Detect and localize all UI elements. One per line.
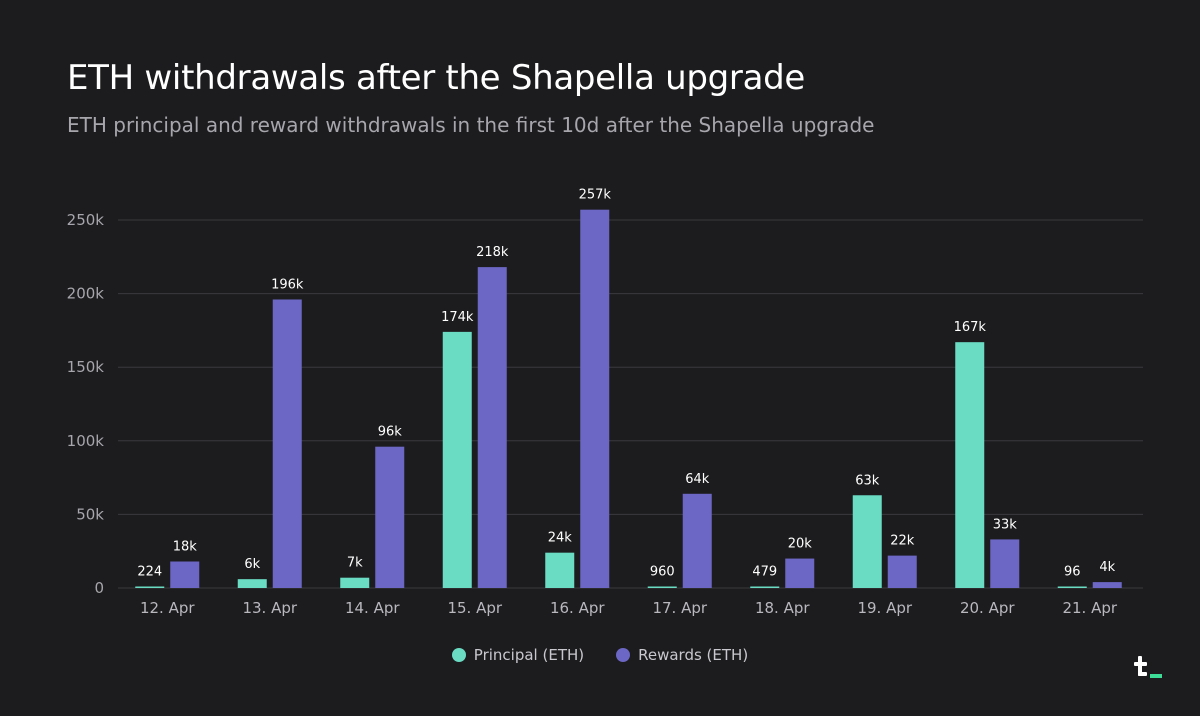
rewards-bar[interactable] bbox=[272, 299, 302, 588]
principal-data-label: 24k bbox=[548, 531, 573, 546]
y-tick-label: 150k bbox=[67, 358, 105, 376]
y-tick-label: 250k bbox=[67, 211, 105, 229]
data-labels: 224 18k 6k 196k 7k 96k 174k 218k 24k 257k 960 64k 47… bbox=[137, 188, 1115, 580]
legend-label-rewards: Rewards (ETH) bbox=[638, 646, 749, 664]
rewards-bar[interactable] bbox=[170, 561, 200, 588]
rewards-bar[interactable] bbox=[887, 555, 917, 588]
principal-data-label: 960 bbox=[650, 565, 675, 580]
principal-bar[interactable] bbox=[647, 586, 677, 589]
x-category-label: 21. Apr bbox=[1062, 599, 1117, 617]
rewards-bar[interactable] bbox=[990, 539, 1020, 588]
x-category-label: 14. Apr bbox=[345, 599, 400, 617]
legend-item-rewards[interactable]: Rewards (ETH) bbox=[616, 646, 748, 664]
y-tick-label: 50k bbox=[76, 505, 104, 523]
principal-data-label: 167k bbox=[954, 320, 987, 335]
y-tick-label: 100k bbox=[67, 432, 105, 450]
principal-data-label: 96 bbox=[1064, 565, 1081, 580]
brand-logo-icon bbox=[1134, 656, 1162, 678]
legend-item-principal[interactable]: Principal (ETH) bbox=[451, 646, 585, 664]
y-axis-ticks: 0 50k 100k 150k 200k 250k bbox=[67, 211, 105, 597]
principal-data-label: 7k bbox=[347, 556, 363, 571]
y-tick-label: 0 bbox=[94, 579, 104, 597]
chart-subtitle: ETH principal and reward withdrawals in … bbox=[67, 113, 875, 137]
principal-bar[interactable] bbox=[955, 342, 985, 588]
rewards-data-label: 33k bbox=[993, 517, 1018, 532]
y-tick-label: 200k bbox=[67, 285, 105, 303]
x-category-label: 13. Apr bbox=[242, 599, 297, 617]
rewards-bar[interactable] bbox=[1092, 582, 1122, 588]
principal-bar[interactable] bbox=[237, 579, 267, 588]
rewards-bar[interactable] bbox=[682, 493, 712, 588]
rewards-data-label: 22k bbox=[890, 534, 915, 549]
rewards-data-label: 196k bbox=[271, 277, 304, 292]
principal-bar[interactable] bbox=[340, 577, 370, 588]
principal-swatch-icon bbox=[451, 648, 466, 662]
rewards-data-label: 20k bbox=[788, 537, 813, 552]
principal-data-label: 224 bbox=[137, 565, 162, 580]
rewards-data-label: 18k bbox=[173, 540, 198, 555]
chart-title: ETH withdrawals after the Shapella upgra… bbox=[67, 58, 806, 98]
rewards-data-label: 96k bbox=[378, 425, 403, 440]
x-category-label: 12. Apr bbox=[140, 599, 195, 617]
rewards-bar[interactable] bbox=[375, 446, 405, 588]
x-category-label: 19. Apr bbox=[857, 599, 912, 617]
principal-bar[interactable] bbox=[852, 495, 882, 588]
legend: Principal (ETH) Rewards (ETH) bbox=[0, 646, 1200, 664]
principal-data-label: 63k bbox=[855, 473, 880, 488]
rewards-data-label: 218k bbox=[476, 245, 509, 260]
rewards-bar[interactable] bbox=[580, 209, 610, 589]
rewards-bar[interactable] bbox=[477, 267, 507, 588]
principal-bar[interactable] bbox=[750, 586, 780, 589]
rewards-swatch-icon bbox=[616, 648, 631, 662]
principal-bar[interactable] bbox=[135, 586, 165, 589]
x-category-label: 17. Apr bbox=[652, 599, 707, 617]
rewards-bar[interactable] bbox=[785, 558, 815, 588]
rewards-data-label: 4k bbox=[1099, 560, 1115, 575]
x-category-label: 15. Apr bbox=[447, 599, 502, 617]
rewards-data-label: 64k bbox=[685, 472, 710, 487]
bars bbox=[135, 209, 1122, 589]
x-category-label: 20. Apr bbox=[960, 599, 1015, 617]
x-category-label: 16. Apr bbox=[550, 599, 605, 617]
legend-label-principal: Principal (ETH) bbox=[473, 646, 585, 664]
principal-data-label: 174k bbox=[441, 310, 474, 325]
grid-lines bbox=[118, 219, 1143, 589]
x-category-label: 18. Apr bbox=[755, 599, 810, 617]
principal-bar[interactable] bbox=[442, 331, 472, 588]
rewards-data-label: 257k bbox=[579, 188, 612, 203]
x-axis-labels: 12. Apr 13. Apr 14. Apr 15. Apr 16. Apr 17. A… bbox=[140, 599, 1118, 617]
principal-data-label: 479 bbox=[752, 565, 777, 580]
principal-bar[interactable] bbox=[1057, 586, 1087, 589]
principal-data-label: 6k bbox=[244, 557, 260, 572]
principal-bar[interactable] bbox=[545, 552, 575, 588]
